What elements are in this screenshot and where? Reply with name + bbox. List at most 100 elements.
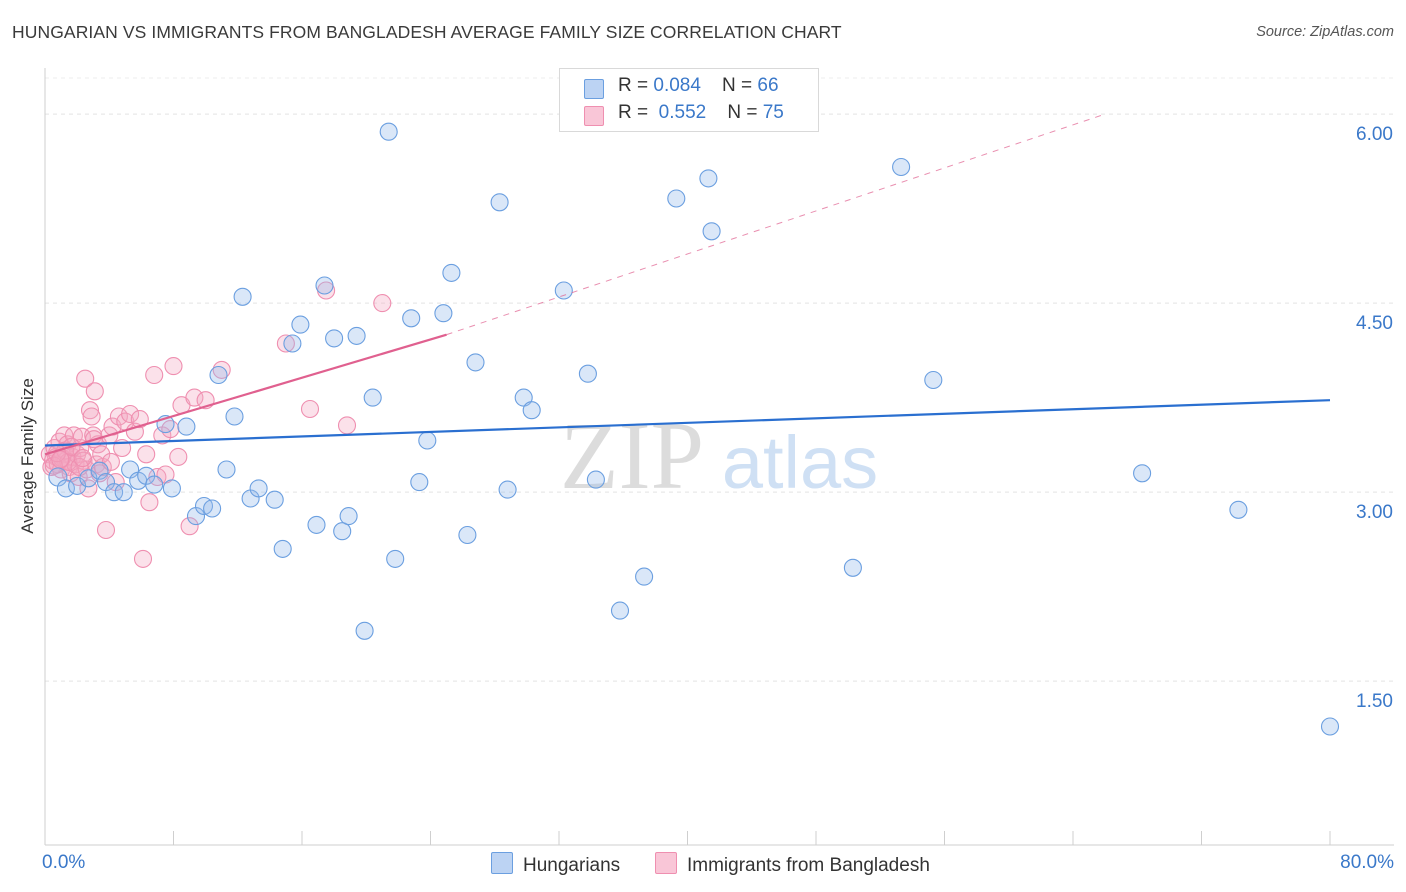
bangladesh-point-28 (85, 382, 104, 401)
hungarians-point-27 (291, 315, 310, 334)
watermark-zip: ZIP (560, 402, 704, 509)
legend-n-label: N = (727, 102, 763, 123)
bangladesh-point-52 (169, 447, 188, 466)
series-hungarians-points (48, 122, 1340, 736)
bangladesh-point-58 (276, 334, 295, 353)
trend-lines (44, 113, 1331, 456)
hungarians-point-23 (249, 479, 268, 498)
hungarians-point-30 (325, 329, 344, 348)
bangladesh-trend-extension (446, 113, 1106, 336)
bangladesh-point-71 (73, 449, 92, 468)
hungarians-point-7 (114, 483, 133, 502)
legend-swatch-blue (584, 79, 604, 99)
y-tick-labels: 1.50 3.00 4.50 6.00 (1356, 124, 1393, 712)
legend-n-label: N = (722, 75, 758, 96)
hungarians-point-33 (347, 326, 366, 345)
hungarians-point-19 (217, 460, 236, 479)
watermark: ZIP atlas (560, 402, 878, 509)
bangladesh-point-33 (96, 520, 116, 540)
hungarians-point-18 (209, 365, 228, 385)
hungarians-point-39 (410, 473, 429, 492)
hungarians-point-43 (458, 525, 477, 545)
y-tick-label-1: 3.00 (1356, 502, 1393, 523)
hungarians-point-52 (610, 601, 630, 620)
hungarians-point-49 (554, 281, 573, 300)
bangladesh-point-43 (133, 549, 153, 568)
legend-item-hungarians: Hungarians (491, 852, 620, 877)
hungarians-trend-line (44, 399, 1331, 447)
bangladesh-point-22 (76, 369, 95, 388)
axes (44, 68, 1394, 846)
stats-legend: R = 0.084 N = 66 R = 0.552 N = 75 (559, 68, 819, 132)
bangladesh-point-45 (140, 493, 159, 512)
hungarians-point-61 (1229, 500, 1248, 519)
hungarians-point-57 (843, 558, 862, 577)
hungarians-point-34 (355, 621, 374, 640)
legend-r-value: 0.084 (653, 75, 701, 96)
hungarians-point-24 (265, 490, 284, 509)
grid-lines (45, 77, 1394, 682)
bangladesh-point-40 (121, 404, 140, 424)
hungarians-point-55 (699, 169, 718, 188)
bangladesh-point-42 (130, 410, 149, 429)
watermark-atlas: atlas (722, 421, 878, 504)
y-tick-label-2: 4.50 (1356, 313, 1393, 334)
hungarians-point-4 (90, 461, 109, 480)
bangladesh-point-57 (212, 360, 231, 379)
bangladesh-point-62 (373, 294, 392, 313)
hungarians-point-40 (418, 431, 437, 450)
y-axis-title: Average Family Size (18, 378, 37, 534)
hungarians-point-20 (225, 407, 244, 426)
bangladesh-point-25 (80, 401, 100, 420)
legend-label-hungarians: Hungarians (523, 855, 621, 876)
hungarians-point-32 (339, 507, 358, 526)
hungarians-point-37 (386, 549, 405, 568)
x-min-label: 0.0% (42, 852, 86, 873)
hungarians-point-60 (1133, 464, 1152, 483)
y-tick-label-3: 6.00 (1356, 124, 1393, 145)
bangladesh-point-24 (79, 479, 98, 498)
hungarians-point-31 (333, 522, 352, 541)
legend-label-bangladesh: Immigrants from Bangladesh (687, 855, 930, 876)
hungarians-point-44 (466, 353, 485, 372)
legend-r-label: R = (618, 102, 654, 123)
hungarians-point-56 (702, 222, 721, 241)
legend-r-value: 0.552 (658, 102, 707, 123)
legend-swatch-pink (584, 106, 604, 126)
hungarians-point-26 (283, 334, 302, 353)
y-tick-label-0: 1.50 (1356, 691, 1393, 712)
hungarians-point-6 (105, 483, 124, 502)
bangladesh-trend-line (44, 333, 447, 456)
legend-swatch-blue (491, 852, 513, 874)
bangladesh-point-54 (180, 517, 199, 536)
bangladesh-point-44 (137, 445, 156, 464)
hungarians-point-42 (442, 263, 461, 282)
hungarians-point-50 (578, 364, 597, 383)
hungarians-point-46 (498, 480, 517, 499)
bangladesh-point-61 (337, 416, 357, 435)
hungarians-point-28 (307, 515, 326, 534)
hungarians-point-62 (1320, 717, 1340, 736)
chart-title: HUNGARIAN VS IMMIGRANTS FROM BANGLADESH … (12, 22, 842, 42)
hungarians-point-41 (434, 304, 453, 323)
hungarians-point-38 (402, 309, 421, 328)
hungarians-point-58 (892, 157, 911, 177)
series-legend: Hungarians Immigrants from Bangladesh (0, 852, 1406, 878)
hungarians-point-25 (273, 539, 292, 558)
legend-item-bangladesh: Immigrants from Bangladesh (655, 852, 930, 877)
hungarians-point-13 (162, 479, 181, 498)
hungarians-point-35 (363, 388, 382, 407)
bangladesh-point-46 (145, 365, 164, 385)
legend-swatch-pink (655, 852, 677, 874)
hungarians-point-45 (490, 193, 509, 212)
legend-n-value: 66 (757, 75, 779, 96)
bangladesh-point-59 (300, 399, 320, 419)
hungarians-point-54 (667, 189, 686, 208)
hungarians-point-1 (56, 479, 75, 498)
source-label: Source: ZipAtlas.com (1256, 24, 1394, 40)
hungarians-point-53 (635, 567, 654, 586)
hungarians-point-48 (522, 401, 541, 420)
hungarians-point-11 (145, 475, 164, 494)
hungarians-point-59 (924, 370, 943, 390)
